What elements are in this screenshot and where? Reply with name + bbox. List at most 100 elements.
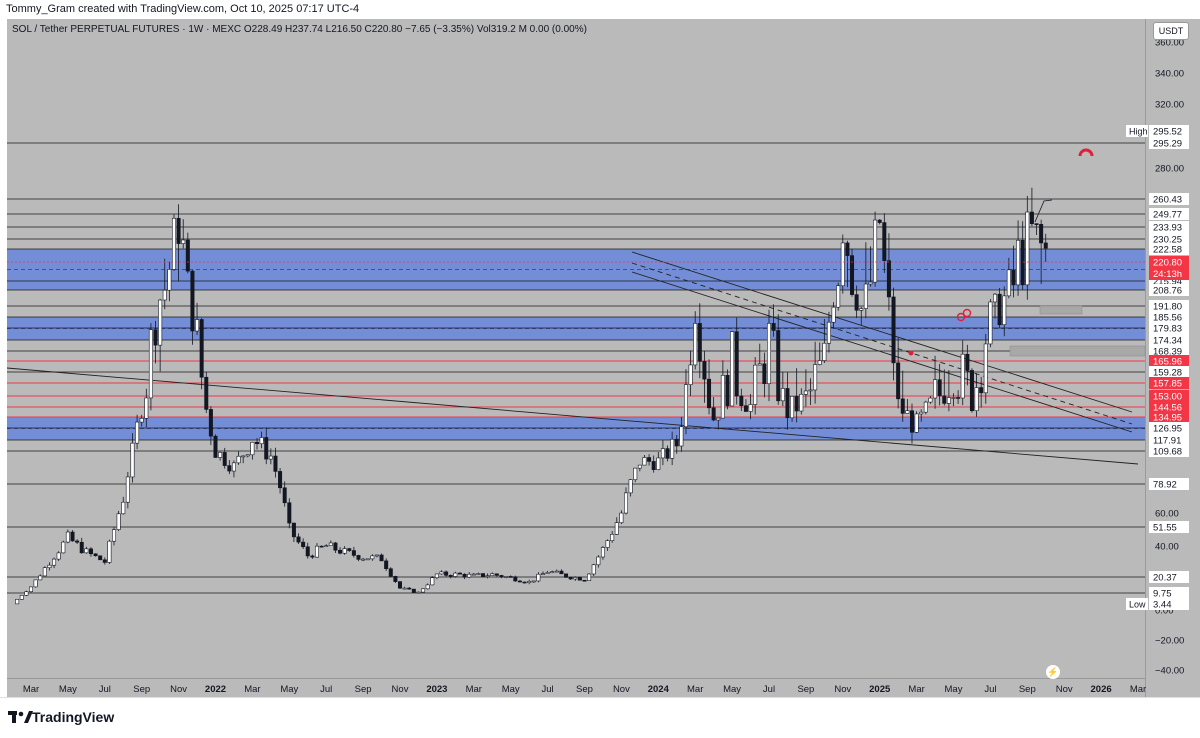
candle-body: [683, 384, 688, 428]
candle-body: [342, 548, 347, 554]
time-tick-label: May: [59, 684, 77, 695]
time-tick-label: Sep: [355, 684, 372, 695]
symbol-legend: SOL / Tether PERPETUAL FUTURES · 1W · ME…: [12, 24, 587, 35]
candle-body: [674, 438, 679, 447]
candle-body: [38, 575, 43, 581]
level-tag-label: 191.80: [1153, 302, 1182, 313]
time-tick-label: Jul: [984, 684, 996, 695]
candle-body: [993, 293, 998, 303]
candle-body: [28, 586, 33, 593]
candle-body: [181, 239, 186, 244]
currency-button[interactable]: USDT: [1153, 22, 1189, 40]
high-tag-label: High: [1129, 127, 1148, 137]
high-tag-bg: [1126, 125, 1148, 137]
candle-body: [850, 255, 855, 295]
channel-mid-line: [631, 262, 1133, 425]
level-tag-label: 9.75: [1153, 589, 1172, 600]
candle-body: [799, 393, 804, 412]
level-tag-label: 144.56: [1153, 403, 1182, 414]
candle-body: [619, 512, 624, 523]
candle-body: [79, 541, 84, 554]
candle-body: [167, 269, 172, 291]
level-tag-label: 230.25: [1153, 235, 1182, 246]
time-tick-label: Mar: [1130, 684, 1146, 695]
candle-body: [453, 572, 458, 577]
price-tick-label: 280.00: [1155, 164, 1184, 175]
level-tag-bg: [1149, 233, 1189, 245]
candle-body: [102, 559, 107, 563]
candle-body: [670, 438, 675, 459]
candle-body: [425, 584, 430, 590]
candle-body: [471, 573, 476, 576]
candle-body: [1020, 239, 1025, 286]
candle-body: [757, 363, 762, 366]
candle-body: [771, 323, 776, 331]
candle-body: [112, 529, 117, 542]
candle-body: [965, 353, 970, 371]
level-tag-label: 179.83: [1153, 324, 1182, 335]
level-tag-bg: [1149, 434, 1189, 446]
level-tag-bg: [1149, 377, 1189, 389]
candle-body: [139, 418, 144, 423]
candle-body: [24, 591, 29, 596]
candle-body: [587, 573, 592, 581]
level-tag-bg: [1149, 221, 1189, 233]
level-tag-bg: [1149, 243, 1189, 255]
level-tag-bg: [1149, 300, 1189, 312]
time-tick-label: Nov: [834, 684, 851, 695]
candle-body: [702, 361, 707, 380]
price-tick-label: −20.00: [1155, 636, 1184, 647]
chart-plot-area[interactable]: [7, 19, 1145, 697]
red-marker-1: [956, 312, 966, 322]
candle-body: [273, 455, 278, 472]
time-tick-label: 2023: [426, 684, 447, 695]
price-tick-label: 40.00: [1155, 542, 1179, 553]
candle-body: [296, 536, 301, 543]
candle-body: [324, 545, 329, 548]
candle-body: [951, 397, 956, 399]
current-price-tag-bg: [1149, 256, 1189, 280]
candle-body: [351, 550, 356, 556]
level-tag-label: 215.94: [1153, 277, 1182, 288]
candle-body: [116, 513, 121, 530]
candle-body: [896, 362, 901, 400]
time-axis[interactable]: [7, 678, 1145, 697]
candle-body: [808, 389, 813, 392]
candle-body: [61, 541, 66, 554]
candle-body: [559, 570, 564, 575]
candle-body: [854, 294, 859, 311]
candle-body: [803, 390, 808, 395]
candle-body: [1034, 223, 1039, 225]
candle-body: [900, 398, 905, 414]
candle-body: [42, 567, 47, 577]
time-tick-label: Mar: [687, 684, 703, 695]
time-tick-label: 2024: [648, 684, 670, 695]
candle-body: [822, 342, 827, 361]
level-tag-bg: [1149, 345, 1189, 357]
level-tag-bg: [1149, 587, 1189, 599]
low-tag-bg: [1126, 598, 1148, 610]
candle-body: [794, 396, 799, 412]
candle-body: [739, 395, 744, 407]
level-tag-label: 249.77: [1153, 210, 1182, 221]
candle-body: [614, 522, 619, 535]
candle-body: [47, 564, 52, 569]
candle-body: [725, 375, 730, 407]
candle-body: [407, 587, 412, 590]
candle-body: [485, 575, 490, 577]
price-tick-label: 360.00: [1155, 38, 1184, 49]
candle-body: [600, 547, 605, 558]
candle-body: [305, 546, 310, 557]
credit-text: Tommy_Gram created with TradingView.com,…: [6, 3, 360, 15]
candle-body: [135, 421, 140, 444]
lightning-icon[interactable]: ⚡: [1046, 665, 1060, 679]
low-value-bg: [1149, 598, 1189, 610]
level-tag-label: 153.00: [1153, 392, 1182, 403]
time-tick-label: Jul: [542, 684, 554, 695]
projection-arrow: [1034, 199, 1053, 223]
candle-body: [688, 364, 693, 385]
level-tag-label: 157.85: [1153, 379, 1182, 390]
candle-body: [278, 471, 283, 489]
low-value-label: 3.44: [1153, 600, 1172, 611]
